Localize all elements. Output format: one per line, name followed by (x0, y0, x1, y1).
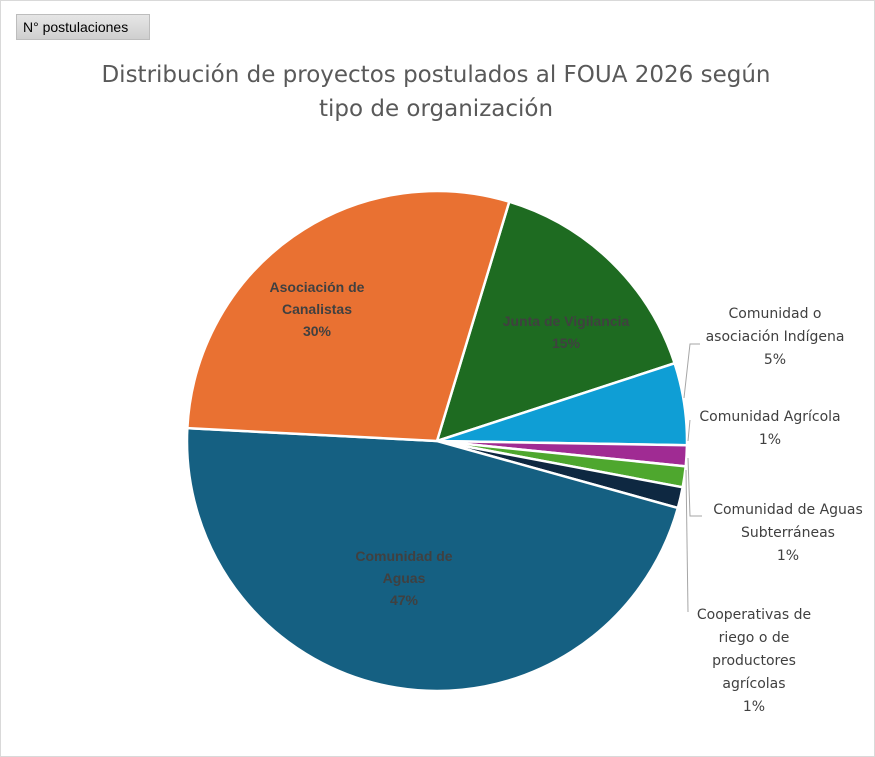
leader-line (686, 470, 688, 612)
data-label: Comunidad o asociación Indígena 5% (706, 306, 845, 368)
data-label: Comunidad Agrícola 1% (699, 409, 840, 448)
data-label: Comunidad de Aguas Subterráneas 1% (713, 502, 863, 564)
leader-line (688, 420, 690, 441)
data-label: Cooperativas de riego o de productores agrí… (697, 607, 811, 715)
leader-lines (684, 344, 702, 612)
pie-chart: Junta de Vigilancia 15%Comunidad o asociac… (0, 0, 875, 757)
pie-slices (187, 191, 687, 691)
leader-line (684, 344, 700, 398)
leader-line (688, 458, 702, 516)
